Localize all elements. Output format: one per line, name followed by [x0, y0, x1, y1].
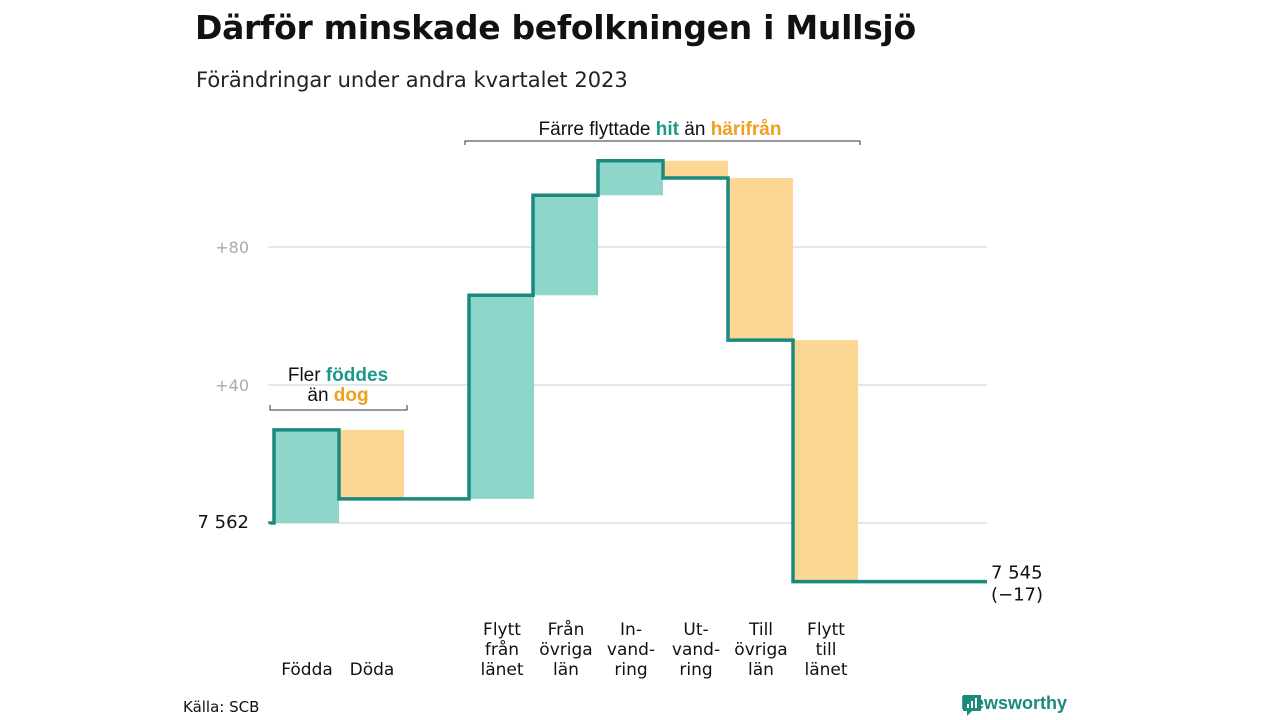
- annotation-highlight: härifrån: [711, 119, 782, 140]
- annotation-text: än: [307, 385, 333, 406]
- births-bracket: [269, 405, 408, 411]
- category-label: vand-: [607, 640, 655, 660]
- category-label: ring: [614, 660, 647, 680]
- category-label: vand-: [672, 640, 720, 660]
- births-annotation-line1: Fler föddes: [288, 365, 388, 386]
- moves-annotation: Färre flyttade hit än härifrån: [539, 119, 782, 140]
- annotation-text: Fler: [288, 365, 326, 386]
- y-tick-label: +40: [215, 376, 249, 395]
- births-annotation-line2: än dog: [307, 385, 368, 406]
- waterfall-bar-ut--vand--ring: [663, 160, 728, 178]
- category-label: Till: [748, 620, 773, 640]
- brand-logo: Newsworthy: [961, 693, 1068, 716]
- category-label: Flytt: [483, 620, 521, 640]
- brand-name: Newsworthy: [961, 693, 1068, 713]
- category-label: Döda: [350, 660, 395, 680]
- waterfall-bar-till-övriga-län: [728, 178, 793, 341]
- category-label: ring: [679, 660, 712, 680]
- category-label: länet: [480, 660, 523, 680]
- population-line: [268, 159, 987, 584]
- annotation-highlight: hit: [656, 119, 680, 140]
- end-change-label: (−17): [991, 585, 1043, 606]
- annotation-highlight-born: föddes: [326, 365, 388, 386]
- annotation-text: än: [679, 119, 711, 140]
- waterfall-bar-från-övriga-län: [533, 195, 598, 296]
- category-label: Födda: [281, 660, 333, 680]
- category-label: Från: [548, 619, 585, 640]
- source-note: Källa: SCB: [183, 698, 260, 716]
- start-value-label: 7 562: [197, 512, 249, 533]
- chart-subtitle: Förändringar under andra kvartalet 2023: [196, 68, 628, 92]
- category-label: till: [816, 640, 837, 660]
- chart-title: Därför minskade befolkningen i Mullsjö: [195, 8, 916, 47]
- waterfall-bar-in--vand--ring: [598, 160, 663, 196]
- waterfall-bar-flytt-till-länet: [793, 340, 858, 582]
- category-label: Flytt: [807, 620, 845, 640]
- category-label: län: [748, 660, 774, 680]
- category-label: län: [553, 660, 579, 680]
- y-tick-label: +80: [215, 238, 249, 257]
- category-label: länet: [804, 660, 847, 680]
- waterfall-bar-flytt-från-länet: [469, 295, 534, 499]
- annotation-highlight-died: dog: [334, 385, 369, 406]
- annotation-text: Färre flyttade: [539, 119, 656, 140]
- category-label: Ut-: [683, 620, 708, 640]
- category-label: övriga: [539, 640, 592, 660]
- category-label: från: [485, 639, 519, 660]
- moves-bracket: [464, 140, 861, 145]
- newsworthy-logo-icon: [963, 695, 981, 716]
- category-label: In-: [620, 620, 642, 640]
- waterfall-bar-födda: [274, 429, 339, 523]
- category-label: övriga: [734, 640, 787, 660]
- end-value-label: 7 545: [991, 563, 1043, 584]
- waterfall-bar-döda: [339, 429, 404, 499]
